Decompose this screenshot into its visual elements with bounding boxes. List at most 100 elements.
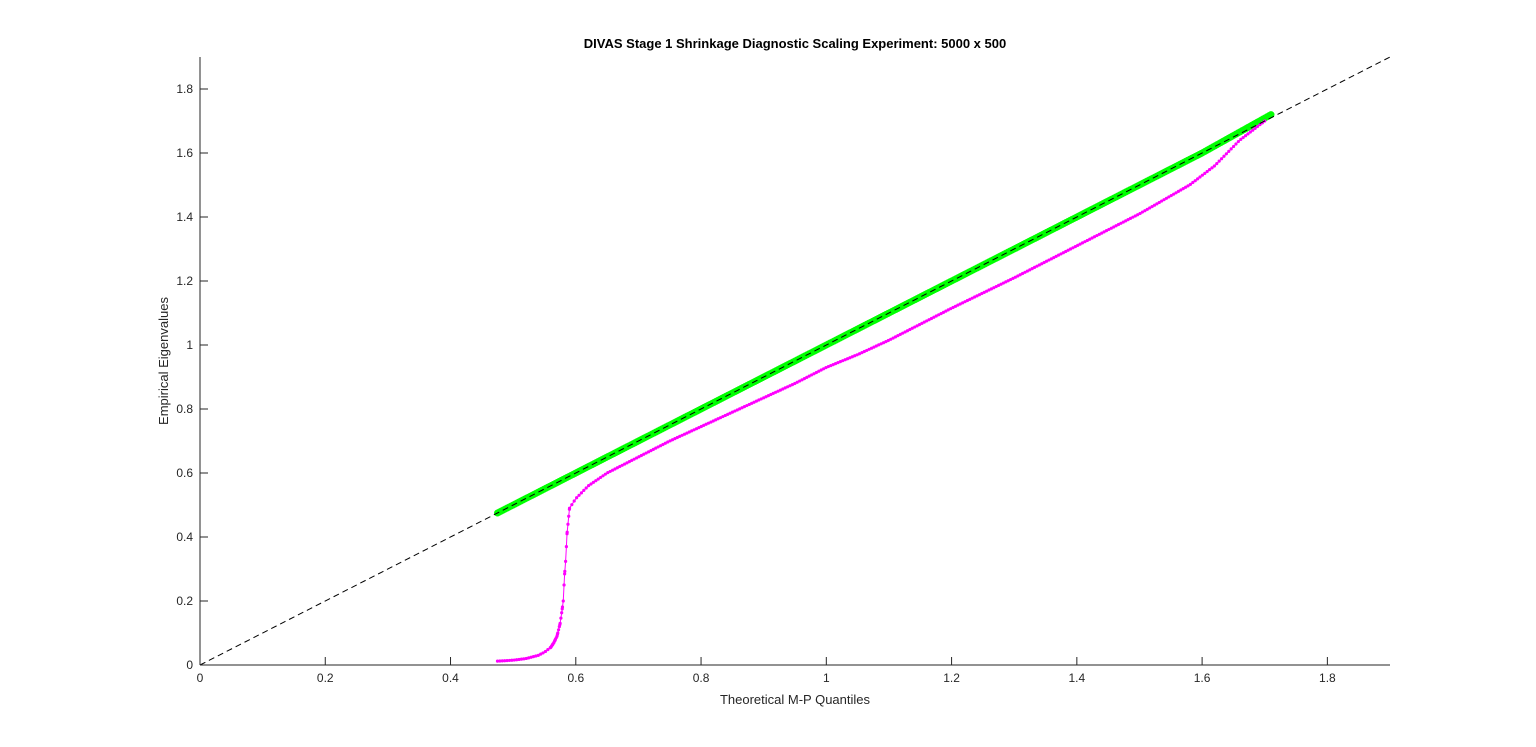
data-point: [563, 569, 567, 574]
data-point: [1126, 218, 1130, 222]
data-point: [901, 331, 905, 335]
data-point: [1157, 200, 1161, 205]
data-point: [1013, 275, 1017, 279]
data-point: [699, 424, 703, 429]
data-point: [1107, 227, 1111, 232]
data-point: [937, 313, 941, 317]
data-point: [1188, 182, 1193, 186]
data-point: [985, 289, 989, 293]
data-point: [781, 387, 785, 391]
data-point: [874, 344, 878, 348]
reference-dashed-line: [199, 56, 1391, 666]
data-point: [891, 336, 895, 340]
data-point: [1001, 281, 1006, 285]
data-point: [740, 406, 744, 410]
data-point: [833, 362, 838, 366]
data-point: [687, 430, 691, 434]
data-point: [500, 659, 504, 663]
data-point: [517, 657, 521, 662]
data-point: [831, 363, 835, 367]
data-point: [1121, 220, 1125, 224]
data-point: [1255, 124, 1260, 129]
data-point: [877, 343, 881, 347]
data-point: [932, 315, 936, 319]
data-point: [563, 572, 567, 576]
data-point: [566, 522, 570, 526]
y-tick-label: 0.2: [176, 594, 193, 608]
y-tick-label: 0.4: [176, 530, 193, 544]
data-point: [1028, 268, 1032, 272]
data-point: [908, 327, 912, 332]
data-point: [1239, 137, 1243, 141]
data-point: [656, 445, 660, 449]
data-point: [606, 471, 610, 475]
data-point: [668, 439, 672, 443]
data-point: [1162, 198, 1166, 202]
data-point: [1011, 276, 1015, 280]
data-point: [706, 421, 711, 425]
data-point: [970, 296, 974, 300]
data-point: [1112, 225, 1116, 229]
axes: 0 0.2 0.4 0.6 0.8 1 1.2 1.4 1.6 1.8 0 0.2 0.4 0.6 0.8 1…: [176, 57, 1390, 685]
data-point: [1152, 203, 1157, 207]
data-point: [1229, 147, 1233, 151]
data-point: [778, 388, 783, 392]
data-point: [536, 653, 540, 657]
series-magenta-line: [497, 120, 1266, 662]
data-point: [953, 304, 958, 308]
data-point: [1071, 246, 1075, 250]
data-point: [941, 310, 946, 314]
y-tick-label: 1.8: [176, 82, 193, 96]
data-point: [495, 659, 500, 663]
data-point: [1172, 192, 1176, 196]
data-point: [1198, 175, 1202, 179]
y-axis-label: Empirical Eigenvalues: [156, 297, 171, 425]
data-point: [1248, 130, 1252, 134]
plot-area: [199, 56, 1391, 666]
data-point: [896, 334, 900, 338]
data-point: [564, 559, 568, 564]
x-tick-label: 1.2: [943, 671, 960, 685]
data-point: [788, 384, 792, 388]
data-point: [726, 412, 730, 416]
data-point: [759, 397, 763, 401]
data-point: [718, 416, 723, 420]
data-point: [613, 467, 617, 471]
data-point: [807, 374, 811, 378]
data-point: [1078, 242, 1082, 246]
data-point: [503, 659, 507, 663]
data-point: [1193, 179, 1197, 183]
data-point: [821, 367, 826, 371]
data-point: [922, 320, 926, 324]
data-point: [1042, 260, 1046, 265]
x-tick-label: 0.2: [317, 671, 334, 685]
data-point: [1191, 180, 1195, 185]
x-tick-label: 0: [197, 671, 204, 685]
data-point: [855, 353, 859, 357]
data-point: [975, 294, 979, 298]
data-point: [534, 654, 538, 658]
data-point: [898, 332, 902, 336]
data-point: [857, 352, 862, 356]
data-point: [771, 391, 775, 396]
data-point: [812, 372, 816, 376]
data-point: [881, 341, 886, 345]
data-point: [505, 658, 509, 663]
data-point: [920, 321, 924, 325]
data-point: [692, 428, 696, 432]
data-point: [1059, 252, 1063, 256]
data-point: [1140, 210, 1145, 214]
data-point: [1241, 135, 1245, 140]
data-point: [599, 475, 603, 480]
data-point: [1114, 224, 1118, 228]
data-point: [543, 649, 548, 654]
data-point: [1251, 128, 1255, 132]
data-point: [1056, 253, 1061, 257]
data-point: [944, 309, 948, 313]
data-point: [1085, 238, 1089, 243]
data-point: [793, 381, 797, 386]
data-point: [1068, 247, 1073, 251]
data-point: [685, 431, 689, 435]
data-point: [1210, 166, 1214, 170]
